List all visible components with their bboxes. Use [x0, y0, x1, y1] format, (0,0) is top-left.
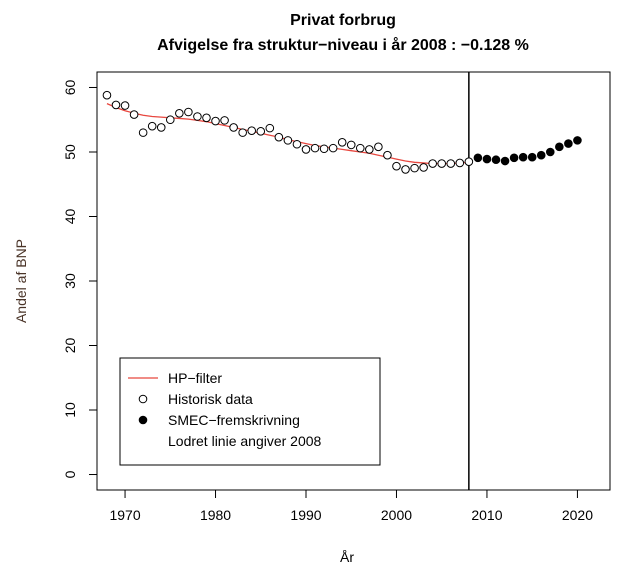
point: [573, 136, 582, 145]
x-axis-label: År: [340, 549, 354, 565]
point: [473, 153, 483, 163]
y-tick-label: 10: [62, 402, 78, 418]
point: [120, 101, 130, 110]
y-tick-label: 20: [62, 338, 78, 354]
legend-box: [119, 357, 381, 466]
point: [175, 108, 184, 118]
point: [437, 159, 447, 168]
point: [428, 159, 437, 168]
legend-point: [138, 394, 148, 404]
point: [147, 121, 157, 131]
point: [383, 150, 392, 160]
x-tick-label: 1990: [290, 507, 321, 523]
point: [392, 161, 401, 171]
point: [500, 156, 510, 166]
point: [220, 116, 229, 125]
point: [401, 165, 410, 174]
y-tick-label: 50: [62, 144, 78, 160]
point: [491, 155, 501, 165]
point: [319, 144, 329, 154]
legend-point: [138, 415, 148, 425]
point: [355, 143, 365, 153]
point: [238, 128, 247, 137]
x-tick-label: 2020: [562, 507, 593, 523]
point: [410, 163, 419, 173]
point: [156, 123, 166, 132]
legend-label: Historisk data: [168, 391, 253, 407]
y-axis-label: Andel af BNP: [13, 239, 29, 323]
point: [211, 116, 220, 126]
x-tick-label: 1980: [200, 507, 231, 523]
point: [555, 142, 564, 152]
point: [527, 152, 537, 162]
point: [374, 142, 383, 152]
x-tick-label: 1970: [109, 507, 140, 523]
x-tick-label: 2010: [471, 507, 502, 523]
point: [247, 126, 257, 136]
point: [564, 139, 573, 148]
point: [193, 112, 202, 121]
y-tick-label: 60: [62, 79, 78, 95]
point: [482, 154, 492, 164]
hp-line: [106, 103, 469, 165]
chart-title: Privat forbrug: [290, 12, 396, 29]
y-tick-label: 40: [62, 208, 78, 224]
point: [165, 115, 175, 125]
point: [138, 128, 148, 137]
point: [292, 139, 302, 149]
point: [545, 147, 555, 157]
point: [464, 157, 474, 166]
point: [365, 145, 374, 154]
legend-label: SMEC−fremskrivning: [168, 412, 300, 428]
point: [184, 107, 193, 117]
point: [455, 158, 465, 168]
point: [518, 152, 528, 162]
point: [310, 143, 320, 153]
point: [274, 132, 284, 142]
point: [346, 140, 356, 150]
point: [102, 90, 112, 100]
point: [202, 113, 211, 123]
legend-note: Lodret linie angiver 2008: [168, 433, 322, 449]
point: [328, 143, 338, 153]
point: [265, 123, 275, 133]
point: [111, 100, 121, 110]
point: [419, 163, 428, 172]
point: [536, 150, 546, 160]
y-tick-label: 0: [62, 470, 78, 478]
y-tick-label: 30: [62, 273, 78, 289]
chart-subtitle: Afvigelse fra struktur−niveau i år 2008 …: [157, 36, 529, 54]
legend-label: HP−filter: [168, 370, 222, 386]
x-tick-label: 2000: [381, 507, 412, 523]
point: [509, 153, 519, 163]
point: [229, 123, 238, 132]
point: [446, 159, 456, 168]
point: [283, 136, 293, 145]
point: [301, 145, 311, 154]
point: [256, 127, 266, 136]
point: [129, 110, 139, 119]
point: [337, 138, 347, 147]
